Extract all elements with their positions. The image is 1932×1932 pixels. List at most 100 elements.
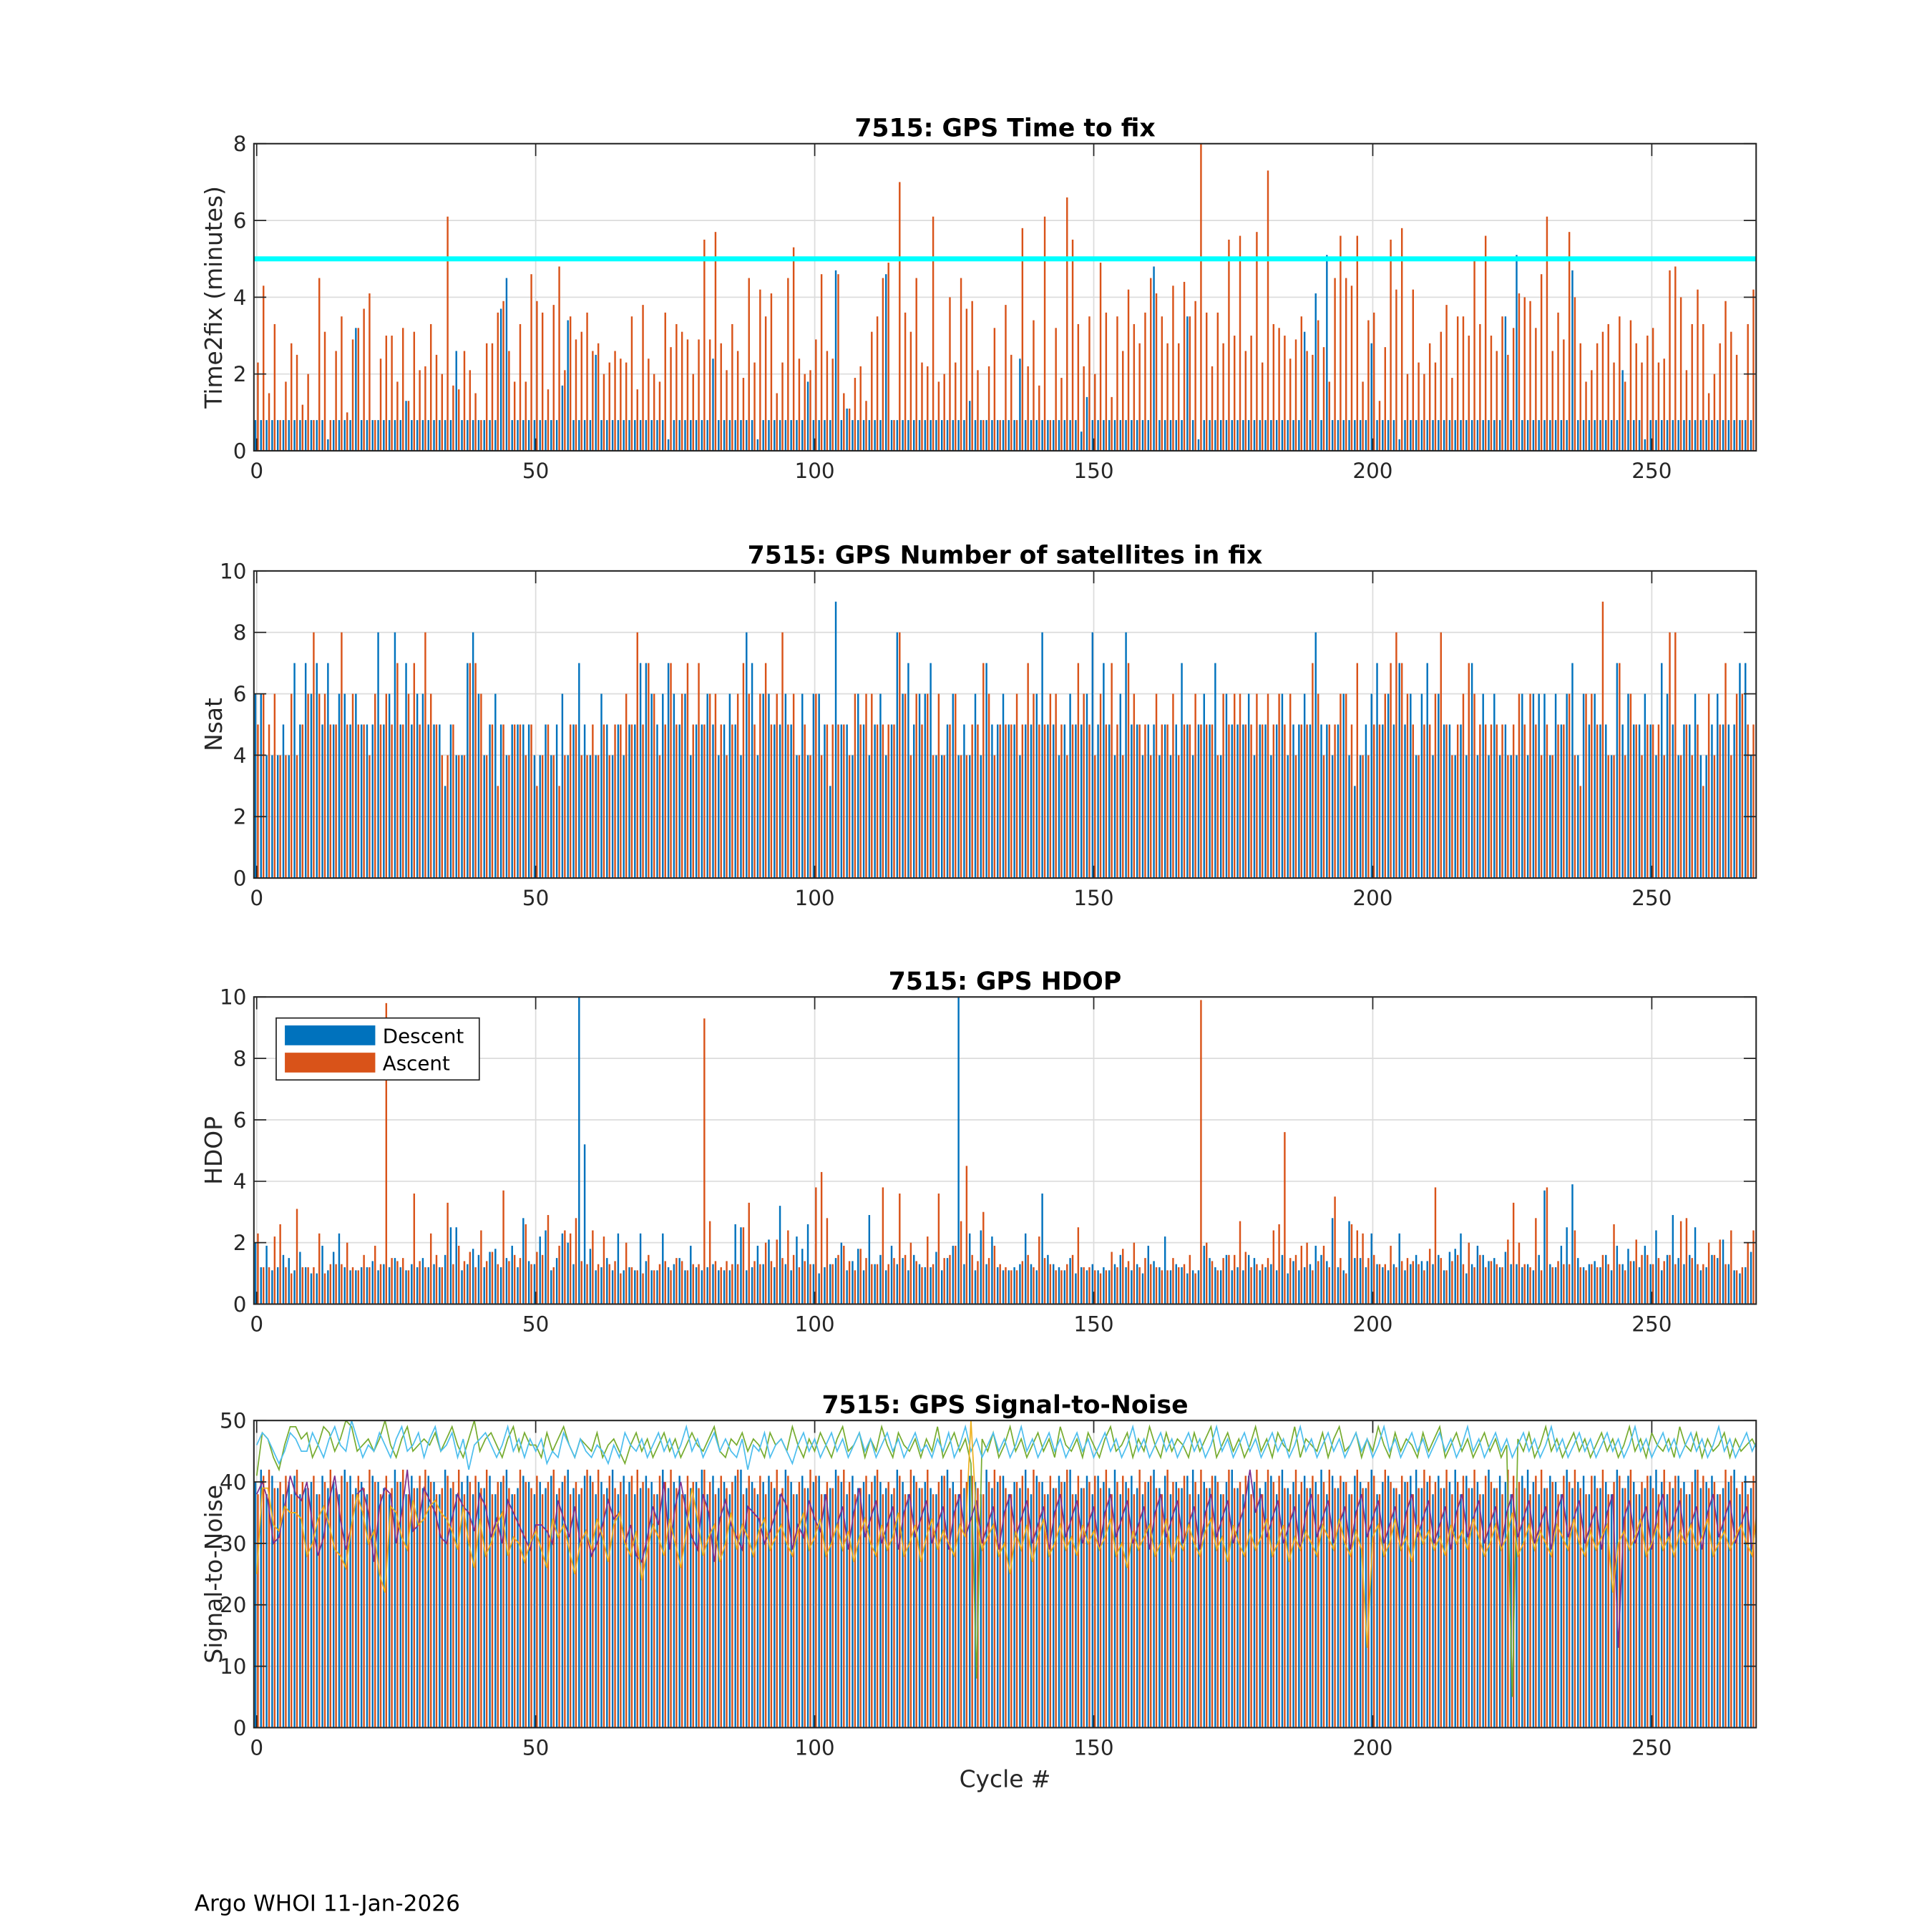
descent-bar xyxy=(834,1258,837,1304)
descent-bar xyxy=(606,420,608,451)
descent-bar xyxy=(1209,1258,1211,1304)
descent-bar xyxy=(1426,420,1428,451)
ascent-bar xyxy=(680,1261,683,1304)
descent-bar xyxy=(1231,420,1233,451)
ascent-bar xyxy=(731,1264,733,1304)
descent-bar xyxy=(645,420,648,451)
ascent-bar xyxy=(351,339,354,451)
ascent-bar xyxy=(993,1469,996,1728)
ascent-bar xyxy=(871,331,873,451)
x-tick-label: 0 xyxy=(250,459,263,483)
descent-bar xyxy=(1147,420,1149,451)
ascent-bar xyxy=(513,381,516,451)
ascent-bar xyxy=(1456,1254,1459,1304)
descent-bar xyxy=(1002,693,1005,879)
descent-bar xyxy=(885,1488,887,1728)
ascent-bar xyxy=(1200,724,1202,879)
descent-bar xyxy=(1264,1482,1267,1728)
ascent-bar xyxy=(1127,1261,1130,1304)
descent-bar xyxy=(483,1267,485,1304)
ascent-bar xyxy=(407,1270,410,1304)
descent-bar xyxy=(338,1233,341,1304)
ascent-bar xyxy=(1206,312,1208,451)
ascent-bar xyxy=(263,286,265,451)
ascent-bar xyxy=(882,1494,884,1728)
ascent-bar xyxy=(1077,323,1080,451)
ascent-bar xyxy=(1138,1267,1141,1304)
descent-bar xyxy=(327,663,329,879)
descent-bar xyxy=(1621,1264,1624,1304)
descent-bar xyxy=(656,1270,658,1304)
descent-bar xyxy=(1510,420,1512,451)
descent-bar xyxy=(1465,420,1468,451)
ascent-bar xyxy=(1350,1494,1353,1728)
ascent-bar xyxy=(1635,1239,1637,1304)
ascent-bar xyxy=(341,632,343,879)
descent-bar xyxy=(868,420,871,451)
descent-bar xyxy=(1745,663,1747,879)
ascent-bar xyxy=(1635,343,1637,451)
ascent-bar xyxy=(1133,1242,1136,1304)
ascent-bar xyxy=(1619,316,1621,451)
ascent-bar xyxy=(792,693,795,879)
ascent-bar xyxy=(1211,1475,1214,1728)
ascent-bar xyxy=(703,724,706,879)
ascent-bar xyxy=(971,1254,973,1304)
descent-bar xyxy=(740,1469,742,1728)
ascent-bar xyxy=(1189,1254,1191,1304)
ascent-bar xyxy=(1150,1475,1152,1728)
ascent-bar xyxy=(1111,1252,1113,1304)
descent-bar xyxy=(1655,420,1657,451)
snr-series-line-2 xyxy=(256,1420,1757,1470)
ascent-bar xyxy=(1641,362,1643,451)
descent-bar xyxy=(840,1242,843,1304)
descent-bar xyxy=(321,1245,323,1304)
descent-bar xyxy=(1482,693,1484,879)
descent-bar xyxy=(561,693,564,879)
ascent-bar xyxy=(1155,693,1158,879)
ascent-bar xyxy=(848,1482,851,1728)
descent-bar xyxy=(1108,420,1111,451)
ascent-bar xyxy=(1479,1254,1481,1304)
ascent-bar xyxy=(1741,420,1744,451)
ascent-bar xyxy=(1412,1261,1414,1304)
ascent-bar xyxy=(932,755,935,879)
descent-bar xyxy=(874,724,876,879)
ascent-bar xyxy=(1294,1469,1297,1728)
descent-bar xyxy=(1337,724,1340,879)
ascent-bar xyxy=(899,1475,901,1728)
descent-bar xyxy=(740,1227,742,1304)
ascent-bar xyxy=(463,755,466,879)
descent-bar xyxy=(762,420,764,451)
descent-bar xyxy=(539,1236,541,1304)
ascent-bar xyxy=(401,1469,404,1728)
descent-bar xyxy=(1359,1482,1362,1728)
ascent-bar xyxy=(1015,1482,1018,1728)
ascent-bar xyxy=(268,724,270,879)
y-tick-label: 4 xyxy=(233,1169,247,1194)
ascent-bar xyxy=(698,663,700,879)
descent-bar xyxy=(985,1264,987,1304)
ascent-bar xyxy=(893,1488,895,1728)
descent-bar xyxy=(1577,420,1579,451)
ascent-bar xyxy=(1161,1494,1163,1728)
descent-bar xyxy=(1438,1254,1440,1304)
descent-bar xyxy=(550,1270,552,1304)
ascent-bar xyxy=(1412,1494,1414,1728)
ascent-bar xyxy=(759,289,761,451)
ascent-bar xyxy=(558,266,560,451)
ascent-bar xyxy=(977,370,979,451)
descent-bar xyxy=(383,1264,385,1304)
ascent-bar xyxy=(636,389,638,451)
ascent-bar xyxy=(1719,1494,1721,1728)
ascent-bar xyxy=(620,1482,622,1728)
descent-bar xyxy=(1610,1494,1613,1728)
descent-bar xyxy=(316,1494,318,1728)
ascent-bar xyxy=(1138,343,1141,451)
descent-bar xyxy=(1448,1482,1451,1728)
descent-bar xyxy=(1582,1267,1585,1304)
ascent-bar xyxy=(480,1230,482,1304)
ascent-bar xyxy=(1234,336,1236,451)
descent-bar xyxy=(355,1488,357,1728)
